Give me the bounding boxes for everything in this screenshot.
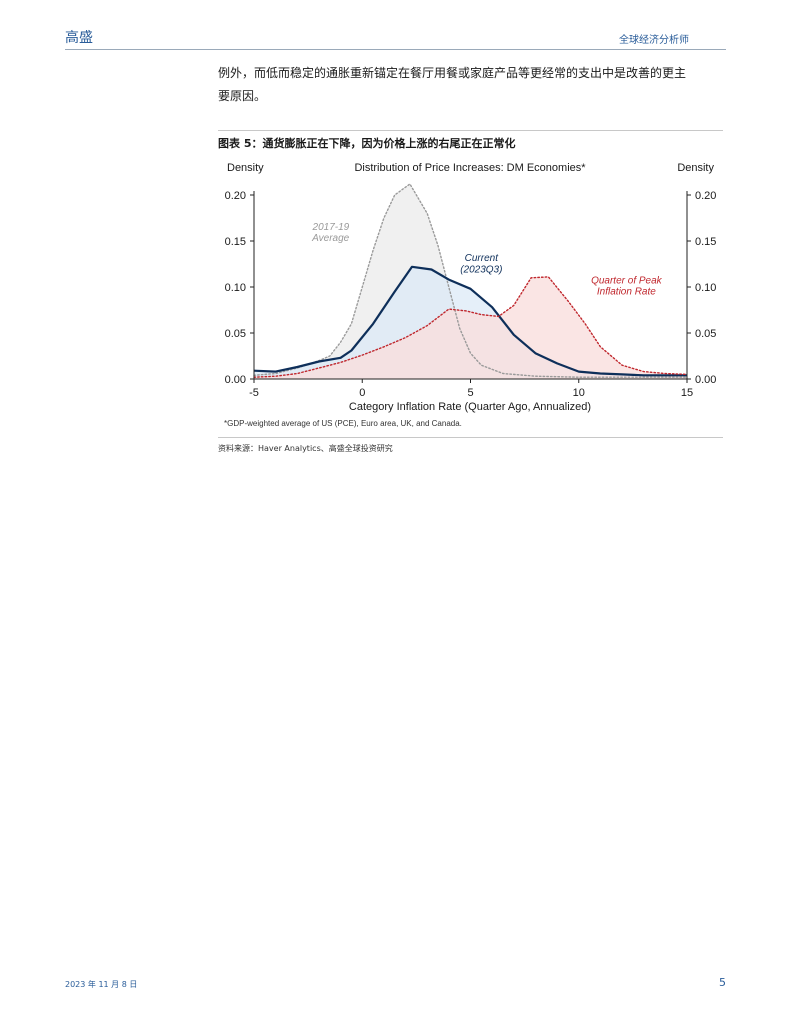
body-paragraph: 例外，而低而稳定的通胀重新锚定在餐厅用餐或家庭产品等更经常的支出中是改善的更主要… bbox=[218, 66, 687, 103]
chart-title: Distribution of Price Increases: DM Econ… bbox=[354, 162, 586, 174]
y-tick-label-right: 0.05 bbox=[695, 328, 716, 340]
x-tick-label: -5 bbox=[249, 387, 259, 399]
area-2017-19-average bbox=[254, 184, 687, 379]
y-tick-label-left: 0.10 bbox=[225, 282, 246, 294]
figure-source: 资料来源：Haver Analytics、高盛全球投资研究 bbox=[218, 444, 393, 453]
chart-footnote: *GDP-weighted average of US (PCE), Euro … bbox=[224, 419, 462, 428]
header-divider bbox=[65, 49, 726, 50]
line-current-2023q3 bbox=[253, 265, 687, 377]
y-tick-label-right: 0.10 bbox=[695, 282, 716, 294]
annotation-current-2023q3: Current bbox=[465, 253, 500, 264]
y-tick-label-left: 0.00 bbox=[225, 374, 246, 386]
line-quarter-of-peak-inflation-rate bbox=[253, 276, 688, 378]
annotation-current-2023q3: (2023Q3) bbox=[460, 264, 502, 275]
annotation-quarter-of-peak-inflation-rate: Quarter of Peak bbox=[591, 275, 663, 286]
line-2017-19-average bbox=[253, 183, 688, 378]
area-quarter-of-peak-inflation-rate bbox=[254, 276, 687, 379]
x-tick-label: 15 bbox=[681, 387, 693, 399]
annotation-quarter-of-peak-inflation-rate: Inflation Rate bbox=[597, 286, 656, 297]
y-tick-label-right: 0.20 bbox=[695, 190, 716, 202]
brand-logo: 高盛 bbox=[65, 30, 93, 46]
y-tick-label-left: 0.15 bbox=[225, 236, 246, 248]
y-tick-label-right: 0.15 bbox=[695, 236, 716, 248]
x-tick-label: 10 bbox=[573, 387, 585, 399]
annotation-2017-19-average: Average bbox=[311, 233, 350, 244]
y-tick-label-left: 0.20 bbox=[225, 190, 246, 202]
figure-title: 图表 5：通货膨胀正在下降，因为价格上涨的右尾正在正常化 bbox=[218, 137, 516, 150]
density-chart: 0.00 0.00 0.05 0.05 0.10 0.10 0.15 0.15 0.20 0.20… bbox=[224, 162, 717, 428]
y-label-left: Density bbox=[227, 162, 264, 174]
section-title: 全球经济分析师 bbox=[619, 35, 689, 46]
x-axis-label: Category Inflation Rate (Quarter Ago, An… bbox=[349, 401, 591, 413]
page-number: 5 bbox=[719, 976, 726, 989]
y-tick-label-left: 0.05 bbox=[225, 328, 246, 340]
y-tick-label-right: 0.00 bbox=[695, 374, 716, 386]
series-lines bbox=[253, 183, 688, 378]
series-fills bbox=[254, 184, 687, 379]
x-tick-label: 5 bbox=[467, 387, 473, 399]
y-label-right: Density bbox=[677, 162, 714, 174]
x-tick-label: 0 bbox=[359, 387, 365, 399]
footer-date: 2023 年 11 月 8 日 bbox=[65, 980, 138, 989]
chart-axes: 0.00 0.00 0.05 0.05 0.10 0.10 0.15 0.15 0.20 0.20… bbox=[225, 190, 717, 399]
annotation-2017-19-average: 2017-19 bbox=[312, 222, 350, 233]
figure-top-divider bbox=[218, 130, 723, 131]
figure-bottom-divider bbox=[218, 437, 723, 438]
